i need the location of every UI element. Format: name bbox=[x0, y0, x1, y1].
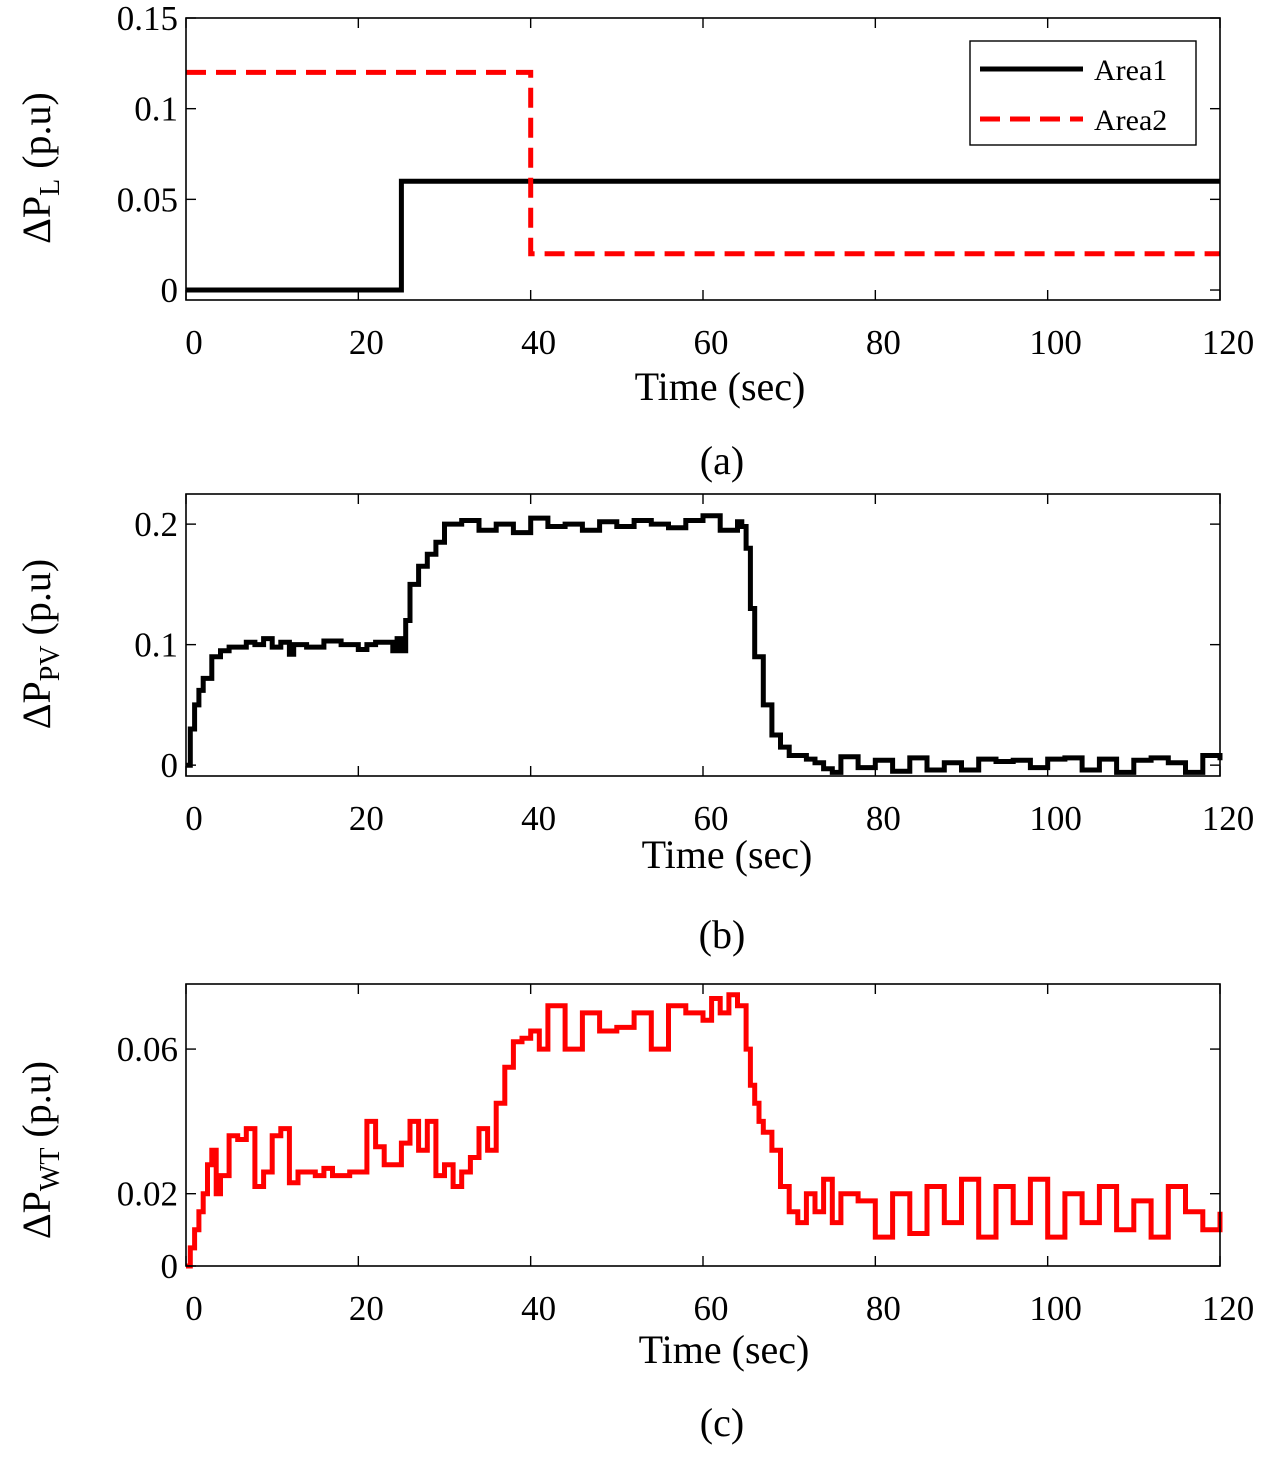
panel-c-y-tick-label: 0.02 bbox=[117, 1175, 178, 1214]
panel-b-y-axis-label: ΔPPV (p.u) bbox=[14, 559, 66, 729]
panel-c-chart: 0 20 40 60 80 100 120 0 0.02 0.06 Time (sec) ΔPWT… bbox=[14, 983, 1255, 1445]
panel-c-series-line-1 bbox=[186, 992, 1223, 1269]
panel-a-series-line-1 bbox=[186, 178, 1220, 293]
panel-a-y-tick-label: 0.05 bbox=[117, 180, 178, 219]
panel-b-x-tick-label: 0 bbox=[185, 799, 203, 838]
panel-a-x-tick-label: 20 bbox=[349, 323, 384, 362]
panel-b-y-tick-label: 0 bbox=[161, 746, 179, 785]
panel-b-plot-frame bbox=[185, 493, 1221, 777]
panel-a-y-tick-label: 0.15 bbox=[117, 0, 178, 38]
panel-b-x-tick-label: 80 bbox=[866, 799, 901, 838]
panel-a-series-layer bbox=[186, 69, 1220, 293]
panel-a-tick-layer: 0 20 40 60 80 100 120 0 0.05 0.1 0.15 bbox=[117, 0, 1255, 362]
panel-c-x-tick-label: 20 bbox=[349, 1289, 384, 1328]
panel-c-x-tick-label: 40 bbox=[521, 1289, 556, 1328]
panel-b-y-tick-label: 0.2 bbox=[134, 505, 178, 544]
panel-c-caption: (c) bbox=[700, 1400, 744, 1445]
panel-c-series-layer bbox=[186, 992, 1223, 1269]
panel-c-x-tick-label: 120 bbox=[1202, 1289, 1255, 1328]
panel-b-chart: 0 20 40 60 80 100 120 0 0.1 0.2 Time (sec) ΔPPV (… bbox=[14, 493, 1254, 957]
panel-a-y-tick-label: 0 bbox=[161, 271, 179, 310]
legend-box bbox=[969, 40, 1197, 146]
panel-a-x-tick-label: 0 bbox=[185, 323, 203, 362]
panel-c-x-tick-label: 0 bbox=[185, 1289, 203, 1328]
panel-a-x-tick-label: 80 bbox=[866, 323, 901, 362]
panel-b-x-tick-label: 20 bbox=[349, 799, 384, 838]
legend-label-area2: Area2 bbox=[1094, 104, 1167, 137]
panel-b-x-tick-label: 100 bbox=[1029, 799, 1082, 838]
panel-a-legend: Area1 Area2 bbox=[969, 40, 1197, 146]
panel-b-x-tick-label: 120 bbox=[1202, 799, 1255, 838]
panel-b-x-axis-label: Time (sec) bbox=[642, 832, 813, 877]
panel-a-x-tick-label: 100 bbox=[1029, 323, 1082, 362]
panel-a-chart: 0 20 40 60 80 100 120 0 0.05 0.1 0.15 Time (sec) Δ… bbox=[14, 0, 1254, 483]
panel-a-y-tick-label: 0.1 bbox=[134, 90, 178, 129]
panel-c-tick-layer: 0 20 40 60 80 100 120 0 0.02 0.06 bbox=[117, 984, 1255, 1328]
panel-a-x-tick-label: 120 bbox=[1202, 323, 1255, 362]
panel-b-x-tick-label: 40 bbox=[521, 799, 556, 838]
panel-c-x-tick-label: 80 bbox=[866, 1289, 901, 1328]
legend-label-area1: Area1 bbox=[1094, 54, 1167, 87]
panel-a-y-axis-label: ΔPL (p.u) bbox=[14, 92, 66, 244]
panel-a-series-line-2 bbox=[186, 69, 1220, 257]
panel-c-y-tick-label: 0 bbox=[161, 1247, 179, 1286]
panel-a-x-axis-label: Time (sec) bbox=[635, 364, 806, 409]
panel-a-x-tick-label: 40 bbox=[521, 323, 556, 362]
panel-b-caption: (b) bbox=[699, 912, 746, 957]
panel-b-series-line-1 bbox=[186, 513, 1223, 775]
panel-c-y-tick-label: 0.06 bbox=[117, 1030, 178, 1069]
panel-a-caption: (a) bbox=[700, 438, 744, 483]
panel-a-x-tick-label: 60 bbox=[694, 323, 729, 362]
panel-c-x-tick-label: 60 bbox=[694, 1289, 729, 1328]
panel-b-y-tick-label: 0.1 bbox=[134, 626, 178, 665]
panel-b-series-layer bbox=[186, 513, 1223, 775]
panel-c-x-tick-label: 100 bbox=[1029, 1289, 1082, 1328]
panel-b-tick-layer: 0 20 40 60 80 100 120 0 0.1 0.2 bbox=[134, 494, 1254, 838]
panel-c-y-axis-label: ΔPWT (p.u) bbox=[14, 1061, 66, 1239]
panel-c-x-axis-label: Time (sec) bbox=[639, 1327, 810, 1372]
panel-b-x-tick-label: 60 bbox=[694, 799, 729, 838]
